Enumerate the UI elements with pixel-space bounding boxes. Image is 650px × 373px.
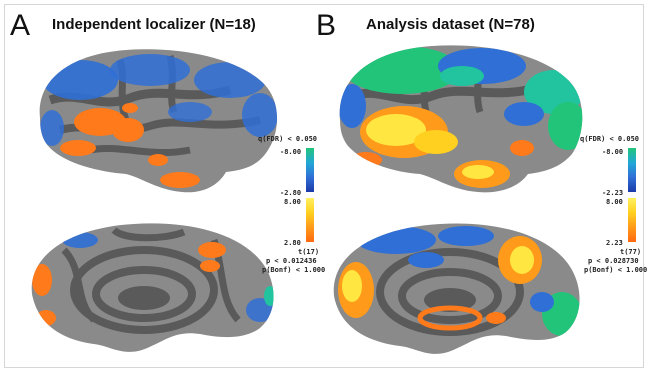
positive-colorbar xyxy=(628,198,636,242)
q-fdr-label: q(FDR) < 0.050 xyxy=(580,135,640,143)
neg-max-label: -8.00 xyxy=(602,148,624,156)
negative-colorbar xyxy=(628,148,636,192)
panel-b-letter: B xyxy=(316,9,337,42)
negative-colorbar xyxy=(306,148,314,192)
q-fdr-label: q(FDR) < 0.050 xyxy=(258,135,318,143)
neg-min-label: -2.23 xyxy=(602,189,624,197)
panel-a-colorbar-legend: q(FDR) < 0.050 -8.00 -2.80 8.00 2.80 t(1… xyxy=(258,135,325,286)
panel-b-title: Analysis dataset (N=78) xyxy=(366,16,535,33)
pos-max-label: 8.00 xyxy=(284,198,301,206)
panel-a-medial-brain xyxy=(31,223,274,352)
figure-frame xyxy=(4,4,644,368)
pos-min-label: 2.23 xyxy=(606,239,623,247)
bonferroni-label: p(Bonf) < 1.000 xyxy=(584,266,648,274)
neg-min-label: -2.80 xyxy=(280,189,302,197)
panel-a-title: Independent localizer (N=18) xyxy=(52,16,256,33)
pos-min-label: 2.80 xyxy=(284,239,301,247)
panel-b-colorbar-legend: q(FDR) < 0.050 -8.00 -2.23 8.00 2.23 t(7… xyxy=(580,135,647,286)
panel-a-letter: A xyxy=(10,9,31,42)
panel-a-lateral-brain xyxy=(39,49,278,193)
p-threshold-label: p < 0.012436 xyxy=(266,257,317,265)
pos-max-label: 8.00 xyxy=(606,198,623,206)
positive-colorbar xyxy=(306,198,314,242)
panel-b-medial-brain xyxy=(333,223,580,354)
p-threshold-label: p < 0.028730 xyxy=(588,257,639,265)
t-df-label: t(77) xyxy=(620,248,642,256)
neg-max-label: -8.00 xyxy=(280,148,302,156)
t-df-label: t(17) xyxy=(298,248,320,256)
panel-b-lateral-brain xyxy=(339,45,583,193)
bonferroni-label: p(Bonf) < 1.000 xyxy=(262,266,326,274)
